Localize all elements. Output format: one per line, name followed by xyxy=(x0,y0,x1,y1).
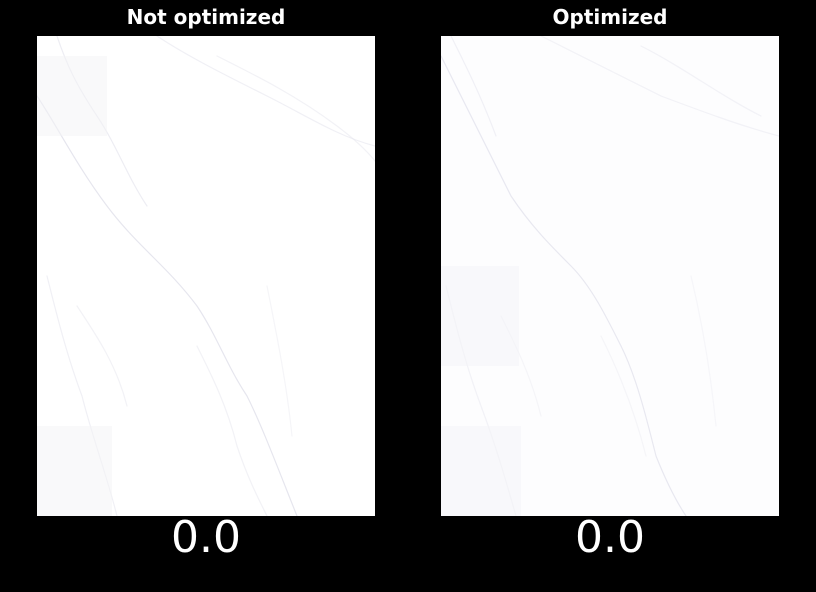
panel-title: Not optimized xyxy=(126,5,286,29)
panel-value: 0.0 xyxy=(575,512,645,563)
panel-title: Optimized xyxy=(552,5,668,29)
panel-value: 0.0 xyxy=(171,512,241,563)
frame-image xyxy=(441,36,779,516)
frame-image xyxy=(37,36,375,516)
panel-optimized: Optimized 0.0 xyxy=(441,0,779,592)
panel-not-optimized: Not optimized 0.0 xyxy=(37,0,375,592)
frame-content xyxy=(37,36,375,516)
frame-content xyxy=(441,36,779,516)
